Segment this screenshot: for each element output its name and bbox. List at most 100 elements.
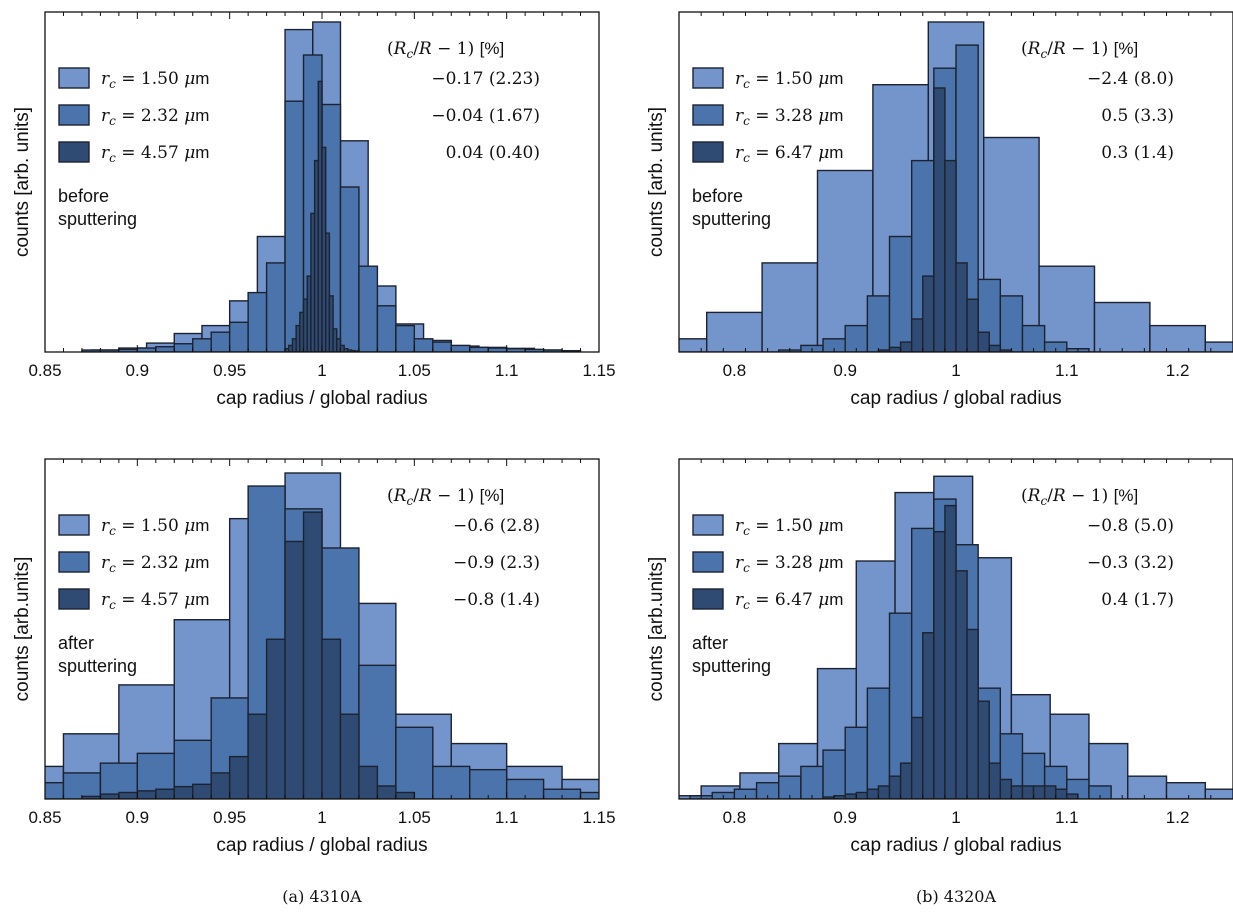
legend-swatch	[692, 67, 724, 89]
panel-annotation: after	[58, 633, 94, 653]
x-tick-label: 0.9	[126, 361, 150, 380]
x-tick-label: 1.15	[582, 808, 615, 827]
legend-label: rc = 1.50 μm	[101, 516, 209, 538]
histogram-bar	[1010, 785, 1024, 799]
legend-stat: −0.8 (1.4)	[453, 590, 540, 610]
legend-label: rc = 1.50 μm	[101, 69, 209, 91]
histogram-bar	[1043, 785, 1057, 799]
histogram-bar	[0, 796, 8, 799]
panel-annotation: before	[58, 186, 109, 206]
histogram-bar	[955, 570, 968, 799]
histogram-bar	[376, 785, 397, 799]
histogram-bar	[866, 295, 891, 352]
histogram-bar	[1021, 785, 1035, 799]
legend-stat: 0.5 (3.3)	[1101, 106, 1174, 126]
histogram-bar	[1127, 775, 1168, 799]
chart-panel-3: 0.85 0.9 0.95 1 1.05 1.1 1.15 cap radius / glob…	[0, 458, 616, 856]
histogram-bar	[247, 291, 268, 352]
legend-swatch	[58, 104, 90, 126]
legend-swatch	[58, 514, 90, 536]
legend-swatch	[692, 588, 724, 610]
histogram-bar	[888, 775, 902, 799]
x-tick-label: 1	[317, 361, 326, 380]
x-tick-label: 1	[951, 361, 960, 380]
subfigure-caption: (a) 4310A	[282, 887, 362, 906]
histogram-bar	[469, 768, 508, 799]
legend-label: rc = 6.47 μm	[735, 590, 843, 612]
histogram-bar	[395, 791, 416, 799]
histogram-bar	[155, 346, 175, 352]
y-axis-label: counts [arb. units]	[646, 107, 667, 257]
histogram-bar	[933, 530, 946, 799]
y-axis-label: counts [arb.units]	[646, 557, 667, 702]
histogram-bar	[910, 716, 924, 799]
histogram-bar	[265, 262, 286, 352]
histogram-bar	[866, 687, 891, 799]
series-3	[81, 511, 416, 799]
legend-label: rc = 3.28 μm	[735, 106, 843, 128]
series-3	[822, 504, 1079, 799]
x-tick-label: 0.8	[723, 361, 747, 380]
legend-stat: −0.6 (2.8)	[453, 516, 540, 536]
histogram-bar	[1038, 265, 1096, 352]
histogram-bar	[395, 324, 416, 352]
legend-swatch	[692, 551, 724, 573]
legend-entry: rc = 6.47 μm 0.4 (1.7)	[692, 588, 1174, 612]
x-tick-label: 1.05	[398, 361, 431, 380]
histogram-bar	[966, 628, 979, 799]
legend-entry: rc = 3.28 μm −0.3 (3.2)	[692, 551, 1174, 575]
x-tick-label: 0.9	[126, 808, 150, 827]
plot-frame	[678, 11, 1233, 353]
legend-label: rc = 1.50 μm	[735, 516, 843, 538]
histogram-bar	[321, 638, 342, 799]
y-axis-label: counts [arb. units]	[12, 107, 33, 257]
histogram-bar	[866, 788, 880, 799]
legend-entry: rc = 4.57 μm 0.04 (0.40)	[58, 141, 540, 165]
histogram-bar	[822, 749, 846, 799]
x-tick-label: 1.05	[398, 808, 431, 827]
histogram-bar	[955, 262, 968, 352]
histogram-bar	[999, 778, 1013, 799]
x-tick-label: 1.1	[1055, 808, 1079, 827]
histogram-bar	[302, 511, 323, 799]
histogram-bar	[339, 186, 360, 352]
x-tick-label: 1.2	[1166, 808, 1190, 827]
x-axis-label: cap radius / global radius	[850, 388, 1061, 409]
histogram-bar	[413, 338, 434, 352]
histogram-bar	[944, 159, 957, 352]
x-axis-label: cap radius / global radius	[850, 835, 1061, 856]
histogram-bar	[1043, 341, 1068, 352]
legend-stat: 0.3 (1.4)	[1101, 143, 1174, 163]
histogram-bar	[1093, 301, 1151, 352]
series-3	[877, 87, 1013, 352]
histogram-bar	[432, 341, 452, 352]
histogram-bar	[966, 298, 979, 352]
x-tick-label: 1.1	[495, 361, 519, 380]
histogram-bar	[247, 713, 268, 799]
subfigure-caption: (b) 4320A	[916, 887, 997, 906]
histogram-bar	[265, 638, 286, 799]
x-tick-label: 1	[951, 808, 960, 827]
histogram-bar	[136, 790, 157, 799]
x-tick-label: 1.2	[1166, 361, 1190, 380]
histogram-bar	[706, 311, 763, 352]
histogram-bar	[339, 713, 360, 799]
histogram-bar	[1204, 341, 1233, 352]
histogram-bar	[1055, 788, 1068, 799]
legend-stat: 0.04 (0.40)	[446, 143, 540, 163]
histogram-bar	[988, 344, 1002, 352]
legend-swatch	[692, 141, 724, 163]
histogram-bar	[988, 762, 1002, 799]
legend-swatch	[58, 551, 90, 573]
x-tick-label: 1.1	[495, 808, 519, 827]
histogram-bar	[1021, 324, 1046, 352]
histogram-bar	[192, 783, 212, 799]
panel-annotation: sputtering	[58, 656, 137, 676]
histogram-bar	[999, 295, 1024, 352]
histogram-bar	[228, 321, 249, 352]
legend-label: rc = 2.32 μm	[101, 106, 209, 128]
histogram-bar	[324, 232, 331, 352]
histogram-bar	[922, 275, 935, 352]
histogram-bar	[469, 346, 489, 352]
